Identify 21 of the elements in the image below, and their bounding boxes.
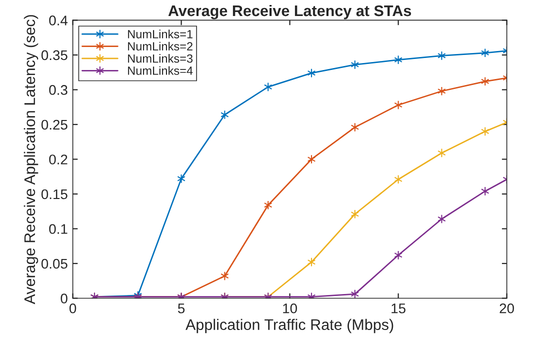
y-tick-label: 0.3 bbox=[49, 85, 68, 95]
y-tick-label: 0 bbox=[60, 294, 68, 304]
legend-label: NumLinks=1 bbox=[128, 30, 192, 38]
y-tick-label: 0.1 bbox=[49, 224, 68, 234]
x-tick-label: 15 bbox=[392, 304, 406, 314]
y-axis-title: Average Receive Application Latency (sec) bbox=[24, 15, 38, 304]
y-tick-label: 0.15 bbox=[41, 189, 68, 200]
x-tick-label: 10 bbox=[283, 303, 297, 314]
x-tick-label: 20 bbox=[500, 303, 514, 314]
legend-label: NumLinks=4 bbox=[128, 66, 193, 75]
y-tick-label: 0.25 bbox=[41, 120, 68, 130]
legend-label: NumLinks=3 bbox=[128, 54, 193, 63]
y-tick-label: 0.05 bbox=[41, 258, 68, 269]
y-tick-label: 0.35 bbox=[41, 50, 68, 60]
y-tick-label: 0.4 bbox=[49, 16, 68, 26]
y-tick-label: 0.2 bbox=[49, 154, 68, 164]
chart-title: Average Receive Latency at STAs bbox=[168, 4, 412, 20]
x-tick-label: 5 bbox=[178, 304, 185, 314]
x-tick-label: 0 bbox=[69, 303, 76, 314]
legend-label: NumLinks=2 bbox=[128, 42, 192, 51]
x-axis-title: Application Traffic Rate (Mbps) bbox=[186, 318, 394, 334]
